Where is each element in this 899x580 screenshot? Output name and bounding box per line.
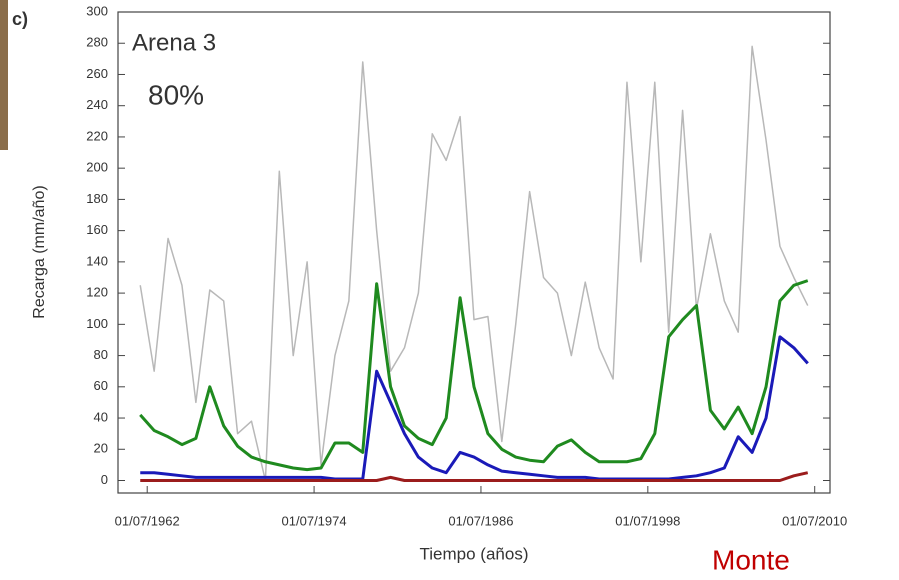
y-tick-label: 60 <box>94 378 108 393</box>
series-line <box>140 471 809 483</box>
series-line <box>140 335 809 481</box>
plot-frame <box>117 11 831 494</box>
annotation: Monte <box>712 544 790 575</box>
y-tick-label: 260 <box>86 66 108 81</box>
series-line <box>139 45 809 482</box>
series-line <box>139 279 809 472</box>
y-tick-label: 100 <box>86 316 108 331</box>
y-tick-label: 240 <box>86 97 108 112</box>
y-tick-label: 200 <box>86 160 108 175</box>
y-tick-label: 140 <box>86 253 108 268</box>
y-tick-label: 40 <box>94 409 108 424</box>
panel-label: c) <box>12 9 28 29</box>
y-tick-label: 120 <box>86 285 108 300</box>
x-tick-label: 01/07/1962 <box>115 513 180 528</box>
chart-title: Arena 3 <box>132 29 216 56</box>
x-tick-label: 01/07/2010 <box>782 513 847 528</box>
y-tick-label: 20 <box>94 441 108 456</box>
y-axis-label: Recarga (mm/año) <box>31 185 48 318</box>
x-tick-label: 01/07/1986 <box>448 513 513 528</box>
x-axis-label: Tiempo (años) <box>420 544 529 563</box>
y-tick-label: 300 <box>86 3 108 18</box>
x-tick-label: 01/07/1998 <box>615 513 680 528</box>
y-tick-label: 280 <box>86 35 108 50</box>
y-tick-label: 220 <box>86 128 108 143</box>
x-tick-label: 01/07/1974 <box>282 513 347 528</box>
y-tick-label: 160 <box>86 222 108 237</box>
y-tick-label: 180 <box>86 191 108 206</box>
cropped-image-strip <box>0 0 8 150</box>
chart-subtitle: 80% <box>148 79 204 110</box>
y-tick-label: 0 <box>101 472 108 487</box>
y-tick-label: 80 <box>94 347 108 362</box>
